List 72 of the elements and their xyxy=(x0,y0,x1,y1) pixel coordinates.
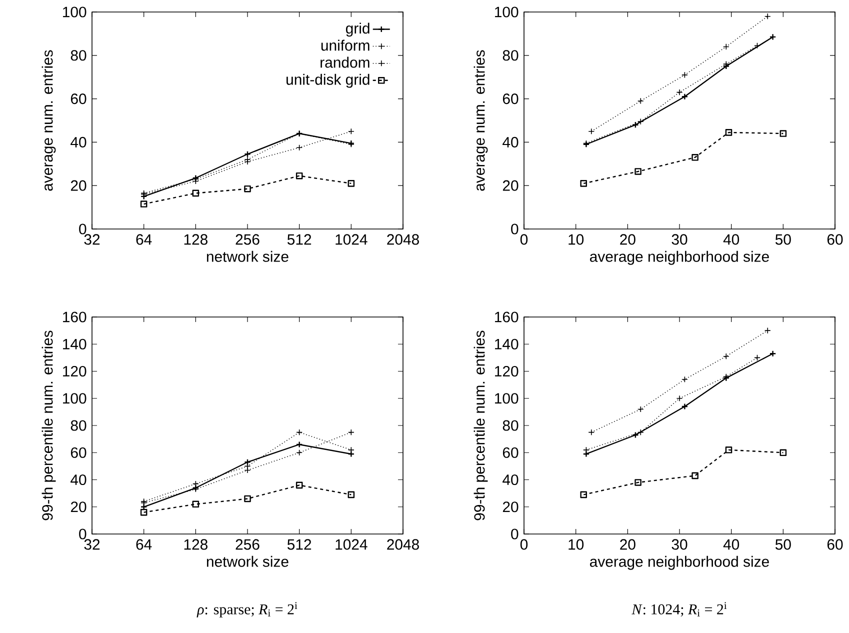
x-tick-label: 128 xyxy=(184,234,208,245)
x-tick-label: 128 xyxy=(184,539,208,550)
x-tick-label: 2048 xyxy=(387,539,419,550)
legend-label: unit-disk grid xyxy=(286,74,370,88)
x-tick-label: 512 xyxy=(287,539,312,550)
x-tick-label: 20 xyxy=(620,234,636,245)
x-tick-label: 10 xyxy=(568,234,584,245)
x-axis-title: network size xyxy=(206,556,288,567)
text: ρ: sparse; R$_{i}$ = 2$^{i}$ xyxy=(196,602,298,618)
y-tick-label: 20 xyxy=(70,180,86,191)
x-tick-label: 50 xyxy=(775,234,791,245)
y-tick-label: 0 xyxy=(79,224,86,234)
y-tick-label: 160 xyxy=(63,312,86,322)
y-axis-title: average num. entries xyxy=(42,50,56,191)
y-tick-label: 120 xyxy=(495,366,518,377)
y-tick-label: 60 xyxy=(70,447,86,458)
legend-label: random xyxy=(320,56,370,68)
y-tick-label: 160 xyxy=(495,312,518,322)
x-tick-label: 64 xyxy=(136,539,152,550)
y-tick-label: 80 xyxy=(502,420,518,431)
x-tick-label: 512 xyxy=(287,234,312,245)
y-tick-label: 40 xyxy=(502,136,518,148)
y-tick-label: 140 xyxy=(495,338,518,350)
x-tick-label: 40 xyxy=(723,539,740,550)
x-tick-label: 1024 xyxy=(336,234,368,245)
y-tick-label: 80 xyxy=(502,50,518,61)
x-tick-label: 10 xyxy=(568,539,584,550)
y-tick-label: 140 xyxy=(63,338,86,350)
x-tick-label: 32 xyxy=(84,234,100,245)
x-tick-label: 50 xyxy=(775,539,791,550)
text: N: 1024; R$_{i}$ = 2$^{i}$ xyxy=(632,602,727,617)
y-tick-label: 60 xyxy=(70,94,86,104)
legend-label: grid xyxy=(346,22,370,37)
x-tick-label: 60 xyxy=(827,234,843,245)
y-tick-label: 40 xyxy=(70,474,86,486)
y-tick-label: 20 xyxy=(502,180,518,191)
y-tick-label: 100 xyxy=(495,6,518,18)
x-tick-label: 0 xyxy=(520,539,528,550)
x-axis-title: network size xyxy=(206,250,288,262)
y-axis-title: 99-th percentile num. entries xyxy=(42,330,56,520)
x-tick-label: 64 xyxy=(136,234,152,245)
y-tick-label: 0 xyxy=(79,528,86,540)
y-axis-title: 99-th percentile num. entries xyxy=(474,330,488,520)
y-axis-title: average num. entries xyxy=(474,50,488,191)
y-tick-label: 0 xyxy=(511,528,518,540)
y-tick-label: 60 xyxy=(502,447,518,458)
x-tick-label: 40 xyxy=(723,234,740,245)
y-tick-label: 100 xyxy=(63,6,86,18)
x-tick-label: 60 xyxy=(827,539,843,550)
y-tick-label: 100 xyxy=(63,393,86,404)
y-tick-label: 40 xyxy=(70,136,86,148)
x-tick-label: 32 xyxy=(84,539,100,550)
y-tick-label: 80 xyxy=(70,50,86,61)
x-tick-label: 2048 xyxy=(387,234,419,245)
y-tick-label: 20 xyxy=(70,502,86,512)
y-tick-label: 60 xyxy=(502,94,518,104)
x-tick-label: 0 xyxy=(520,234,528,245)
x-tick-label: 20 xyxy=(620,539,636,550)
x-axis-title: average neighborhood size xyxy=(590,250,769,265)
x-tick-label: 1024 xyxy=(336,539,368,550)
x-axis-title: average neighborhood size xyxy=(590,556,769,570)
x-tick-label: 256 xyxy=(236,539,260,550)
x-tick-label: 256 xyxy=(236,234,260,245)
y-tick-label: 100 xyxy=(495,393,518,404)
y-tick-label: 40 xyxy=(502,474,518,486)
y-tick-label: 20 xyxy=(502,502,518,512)
y-tick-label: 120 xyxy=(63,366,86,377)
y-tick-label: 80 xyxy=(70,420,86,431)
y-tick-label: 0 xyxy=(511,224,518,234)
legend-label: uniform xyxy=(321,40,370,51)
x-tick-label: 30 xyxy=(672,539,688,550)
x-tick-label: 30 xyxy=(672,234,688,245)
